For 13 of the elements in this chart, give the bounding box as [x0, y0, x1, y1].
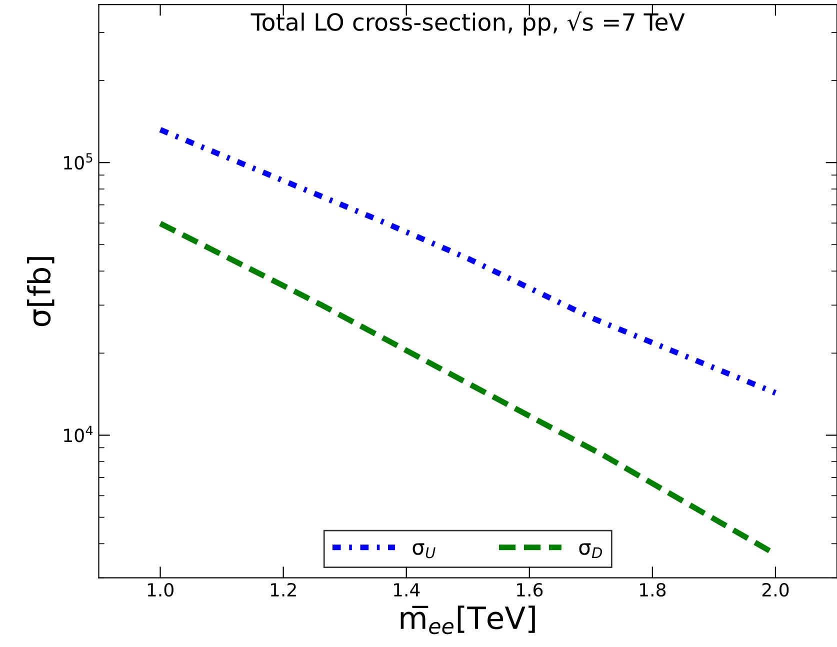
x-tick-label: 1.6 [517, 582, 543, 597]
legend-label: σ$_{U}$ [412, 543, 436, 558]
x-tick-label: 1.4 [394, 583, 420, 596]
chart-title: Total LO cross-section, pp, √s =7 TeV [250, 11, 685, 36]
legend-label: σ$_{D}$ [579, 543, 602, 558]
x-tick-label: 1.8 [640, 582, 666, 597]
x-axis-title: m̅$_{ee}$[TeV] [400, 606, 535, 634]
x-tick-label: 1.2 [270, 582, 296, 596]
x-tick-label: 2.0 [762, 582, 789, 597]
y-tick-label: 10$^{4}$ [64, 426, 93, 442]
y-tick-label: 10$^{5}$ [64, 153, 92, 170]
y-axis-title: σ[fb] [27, 257, 54, 326]
x-tick-label: 1.0 [148, 582, 174, 597]
